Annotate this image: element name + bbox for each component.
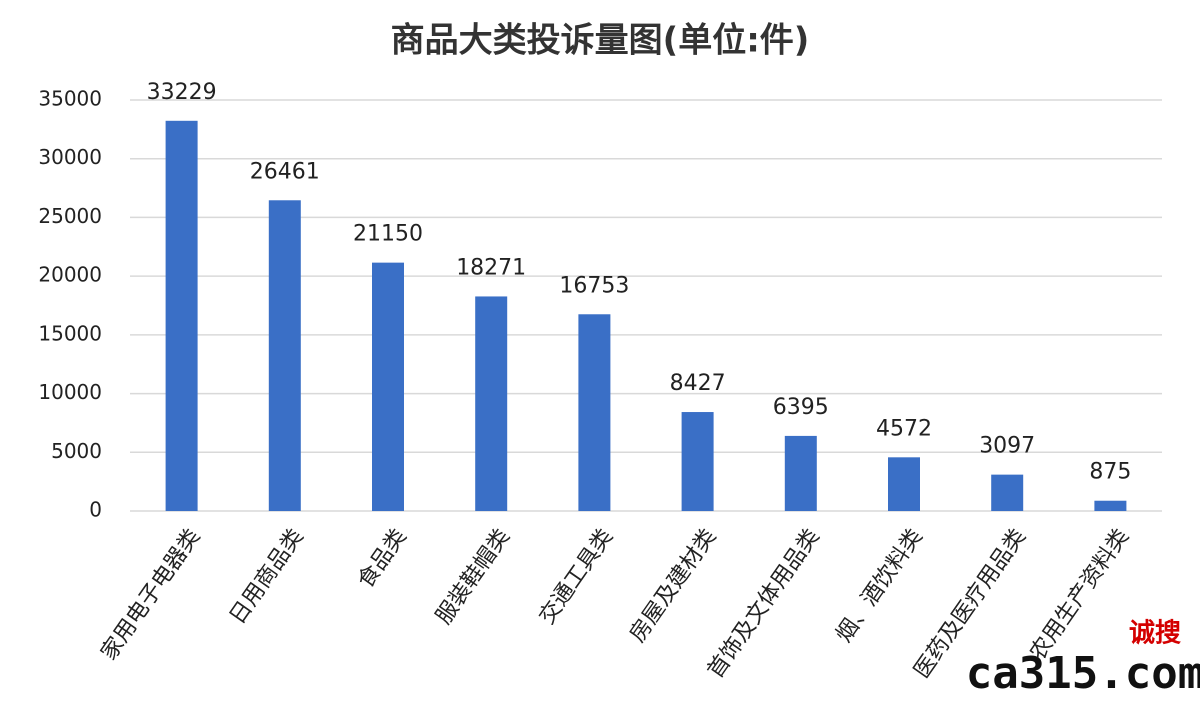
- data-label: 33229: [147, 80, 217, 105]
- bar: [681, 412, 714, 511]
- data-label: 16753: [559, 273, 629, 298]
- y-tick-label: 15000: [38, 321, 102, 345]
- watermark-logo: ca315.com: [966, 648, 1200, 699]
- bar: [1094, 500, 1127, 511]
- bar: [784, 435, 817, 511]
- bar: [888, 457, 920, 511]
- data-label: 18271: [456, 255, 526, 280]
- watermark-brand: 诚搜: [1129, 619, 1181, 649]
- data-label: 6395: [773, 395, 829, 420]
- bar: [991, 474, 1024, 511]
- bar: [268, 200, 301, 511]
- bar: [165, 120, 198, 511]
- y-tick-label: 10000: [38, 380, 102, 404]
- bar: [578, 314, 611, 511]
- bar: [372, 262, 404, 511]
- y-tick-label: 25000: [38, 204, 102, 228]
- y-tick-label: 35000: [38, 87, 102, 111]
- data-label: 26461: [250, 159, 320, 184]
- y-tick-label: 30000: [38, 145, 102, 169]
- data-label: 4572: [876, 416, 932, 441]
- chart-title: 商品大类投诉量图(单位:件): [391, 21, 810, 61]
- data-label: 875: [1089, 460, 1131, 485]
- y-tick-label: 20000: [38, 263, 102, 287]
- y-tick-label: 0: [89, 498, 102, 522]
- bar: [475, 296, 508, 511]
- y-tick-label: 5000: [51, 439, 102, 463]
- data-label: 3097: [979, 434, 1035, 459]
- data-label: 21150: [353, 222, 423, 247]
- data-label: 8427: [670, 371, 726, 396]
